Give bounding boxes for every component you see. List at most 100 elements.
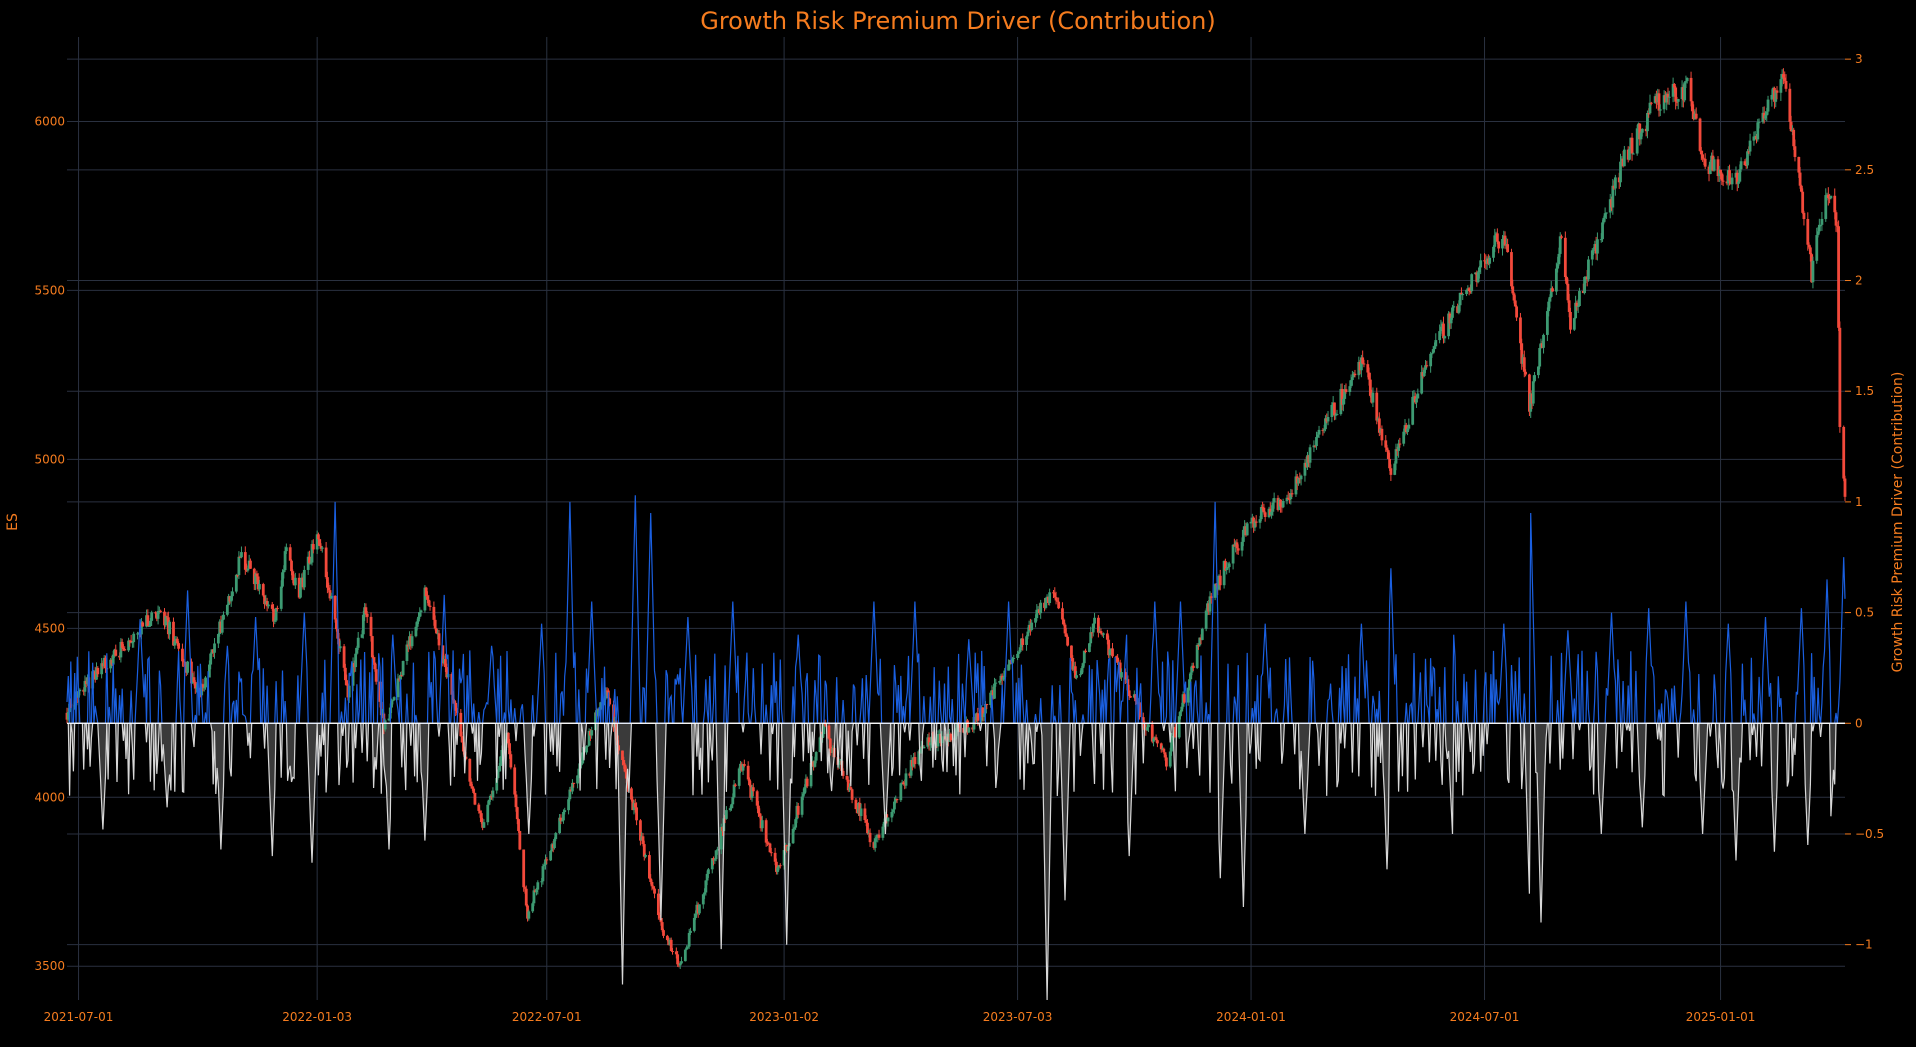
candle-down-body: [1512, 293, 1516, 301]
candle-down-body: [1404, 425, 1408, 433]
candle-up-body: [1406, 428, 1409, 433]
candle-down-body: [1156, 740, 1159, 744]
candle-up-body: [1557, 253, 1561, 265]
candle-up-body: [1253, 521, 1257, 528]
candle-down-body: [846, 779, 850, 791]
candle-down-body: [373, 662, 377, 670]
candle-down-body: [369, 616, 373, 637]
candle-up-body: [127, 640, 130, 651]
right-tick-label: 0: [1855, 716, 1863, 730]
candle-down-body: [1090, 632, 1094, 634]
candle-up-body: [562, 811, 565, 821]
candle-down-body: [120, 641, 124, 648]
candle-up-body: [1764, 115, 1767, 119]
candle-up-body: [1628, 149, 1631, 160]
candle-up-body: [580, 763, 583, 766]
x-tick-label: 2022-07-01: [512, 1010, 582, 1024]
candle-up-body: [216, 634, 220, 644]
candle-down-body: [1807, 244, 1811, 248]
candle-down-body: [621, 750, 624, 761]
candle-down-body: [455, 710, 459, 713]
candle-up-body: [541, 866, 545, 882]
candle-up-body: [1533, 375, 1536, 382]
candle-up-body: [1676, 99, 1680, 102]
candle-up-body: [881, 826, 885, 838]
candle-up-body: [1335, 414, 1339, 416]
x-tick-label: 2021-07-01: [44, 1010, 114, 1024]
right-tick-label: 0.5: [1855, 606, 1874, 620]
candle-up-body: [1231, 544, 1235, 564]
candle-up-body: [1708, 161, 1712, 174]
candle-down-body: [255, 573, 259, 577]
candle-down-body: [270, 604, 274, 609]
candle-down-body: [327, 587, 331, 591]
candle-up-body: [875, 837, 878, 839]
candle-down-body: [324, 547, 328, 578]
candle-down-body: [648, 855, 651, 879]
candle-down-body: [1236, 548, 1240, 551]
candle-down-body: [572, 782, 576, 784]
candle-down-body: [958, 724, 962, 728]
candle-up-body: [1622, 149, 1626, 167]
candle-down-body: [768, 843, 772, 853]
candle-down-body: [773, 852, 777, 862]
candle-up-body: [1470, 274, 1474, 292]
candle-up-body: [954, 731, 958, 738]
candle-up-body: [1493, 235, 1497, 247]
candle-up-body: [1574, 302, 1578, 319]
candle-down-body: [365, 613, 369, 617]
candle-up-body: [728, 808, 732, 811]
candle-up-body: [701, 894, 705, 905]
candle-up-body: [1558, 236, 1562, 254]
candle-down-body: [432, 606, 436, 620]
candle-down-body: [1114, 656, 1118, 658]
candle-down-body: [468, 758, 472, 782]
candle-up-body: [587, 730, 591, 746]
candle-up-body: [1002, 677, 1005, 680]
candle-down-body: [662, 930, 665, 936]
candle-up-body: [1430, 353, 1434, 355]
candle-up-body: [1011, 658, 1014, 664]
candle-up-body: [794, 819, 798, 828]
candle-down-body: [1261, 507, 1264, 509]
candle-up-body: [715, 849, 719, 851]
candle-down-body: [1520, 343, 1524, 364]
candle-up-body: [873, 838, 877, 848]
candle-up-body: [1712, 159, 1716, 171]
candle-up-body: [1596, 239, 1599, 254]
candle-up-body: [590, 730, 594, 736]
candle-down-body: [1235, 542, 1239, 549]
candle-up-body: [390, 700, 393, 708]
candle-down-body: [372, 657, 375, 663]
candle-down-body: [236, 574, 240, 576]
candle-up-body: [1322, 429, 1326, 431]
candle-down-body: [1798, 172, 1802, 186]
candle-down-body: [1638, 123, 1642, 140]
x-tick-label: 2024-07-01: [1450, 1010, 1520, 1024]
candle-up-body: [1476, 272, 1480, 283]
candle-up-body: [1817, 224, 1821, 232]
candle-up-body: [164, 616, 168, 626]
candle-down-body: [326, 577, 329, 588]
candle-up-body: [1297, 478, 1300, 484]
candle-up-body: [119, 641, 123, 658]
candle-down-body: [454, 702, 458, 711]
candle-up-body: [576, 775, 579, 784]
candle-up-body: [741, 764, 745, 771]
candle-up-body: [1249, 521, 1253, 524]
candle-up-body: [1170, 738, 1173, 752]
right-tick-label: 3: [1855, 52, 1863, 66]
candle-up-body: [1774, 90, 1778, 102]
candle-down-body: [1838, 327, 1842, 427]
candle-up-body: [558, 817, 562, 834]
candle-down-body: [626, 778, 629, 789]
candle-up-body: [309, 562, 313, 564]
candle-down-body: [154, 612, 157, 614]
candle-down-body: [523, 887, 527, 889]
candle-down-body: [1565, 277, 1569, 284]
candle-up-body: [222, 614, 225, 620]
candle-up-body: [150, 612, 154, 621]
candle-down-body: [1254, 521, 1258, 523]
candle-up-body: [246, 568, 250, 571]
candle-up-body: [1108, 649, 1112, 656]
